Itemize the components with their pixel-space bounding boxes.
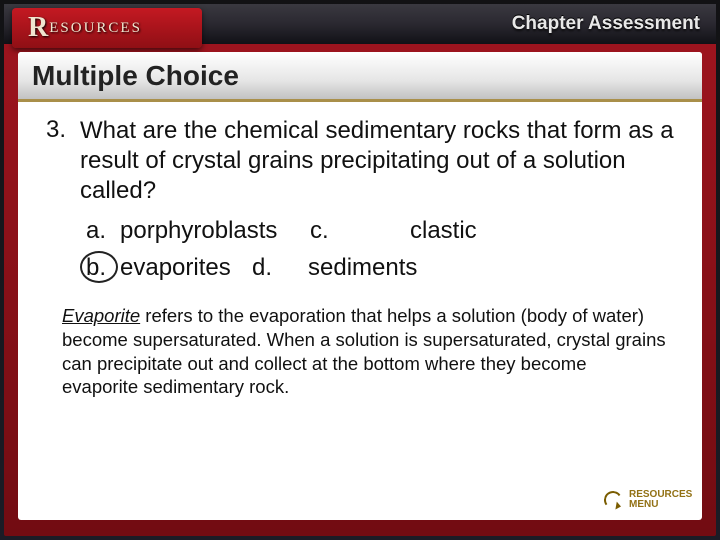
logo-letter: R <box>28 12 48 44</box>
choice-row[interactable]: b. evaporites d. sediments <box>86 249 674 286</box>
back-arrow-icon <box>603 490 624 511</box>
choice-text-d: sediments <box>308 249 417 286</box>
explanation-block: Evaporite refers to the evaporation that… <box>18 286 702 399</box>
explanation-term: Evaporite <box>62 305 140 326</box>
resources-logo[interactable]: R ESOURCES <box>12 8 202 48</box>
choice-text-c: clastic <box>410 212 477 249</box>
section-title: Multiple Choice <box>32 60 239 92</box>
section-title-band: Multiple Choice <box>18 52 702 102</box>
question-text: What are the chemical sedimentary rocks … <box>80 116 674 206</box>
logo-rest: ESOURCES <box>49 20 142 37</box>
question-block: 3. What are the chemical sedimentary roc… <box>18 102 702 286</box>
badge-text: RESOURCES MENU <box>629 490 692 511</box>
choices-list: a. porphyroblasts c. clastic b. evaporit… <box>46 206 674 286</box>
choice-letter-d: d. <box>252 249 308 286</box>
choice-letter-a: a. <box>86 212 120 249</box>
slide-outer-frame: Chapter Assessment R ESOURCES Multiple C… <box>0 0 720 540</box>
badge-line2: MENU <box>629 500 692 511</box>
choice-letter-c: c. <box>310 212 410 249</box>
content-card: Multiple Choice 3. What are the chemical… <box>18 52 702 520</box>
resources-menu-button[interactable]: RESOURCES MENU <box>594 480 702 520</box>
choice-text-a: porphyroblasts <box>120 212 310 249</box>
choice-letter-b: b. <box>86 249 120 286</box>
choice-text-b: evaporites <box>120 249 252 286</box>
choice-row[interactable]: a. porphyroblasts c. clastic <box>86 212 674 249</box>
chapter-label: Chapter Assessment <box>512 13 700 35</box>
explanation-body: refers to the evaporation that helps a s… <box>62 305 666 397</box>
question-number: 3. <box>46 116 80 206</box>
